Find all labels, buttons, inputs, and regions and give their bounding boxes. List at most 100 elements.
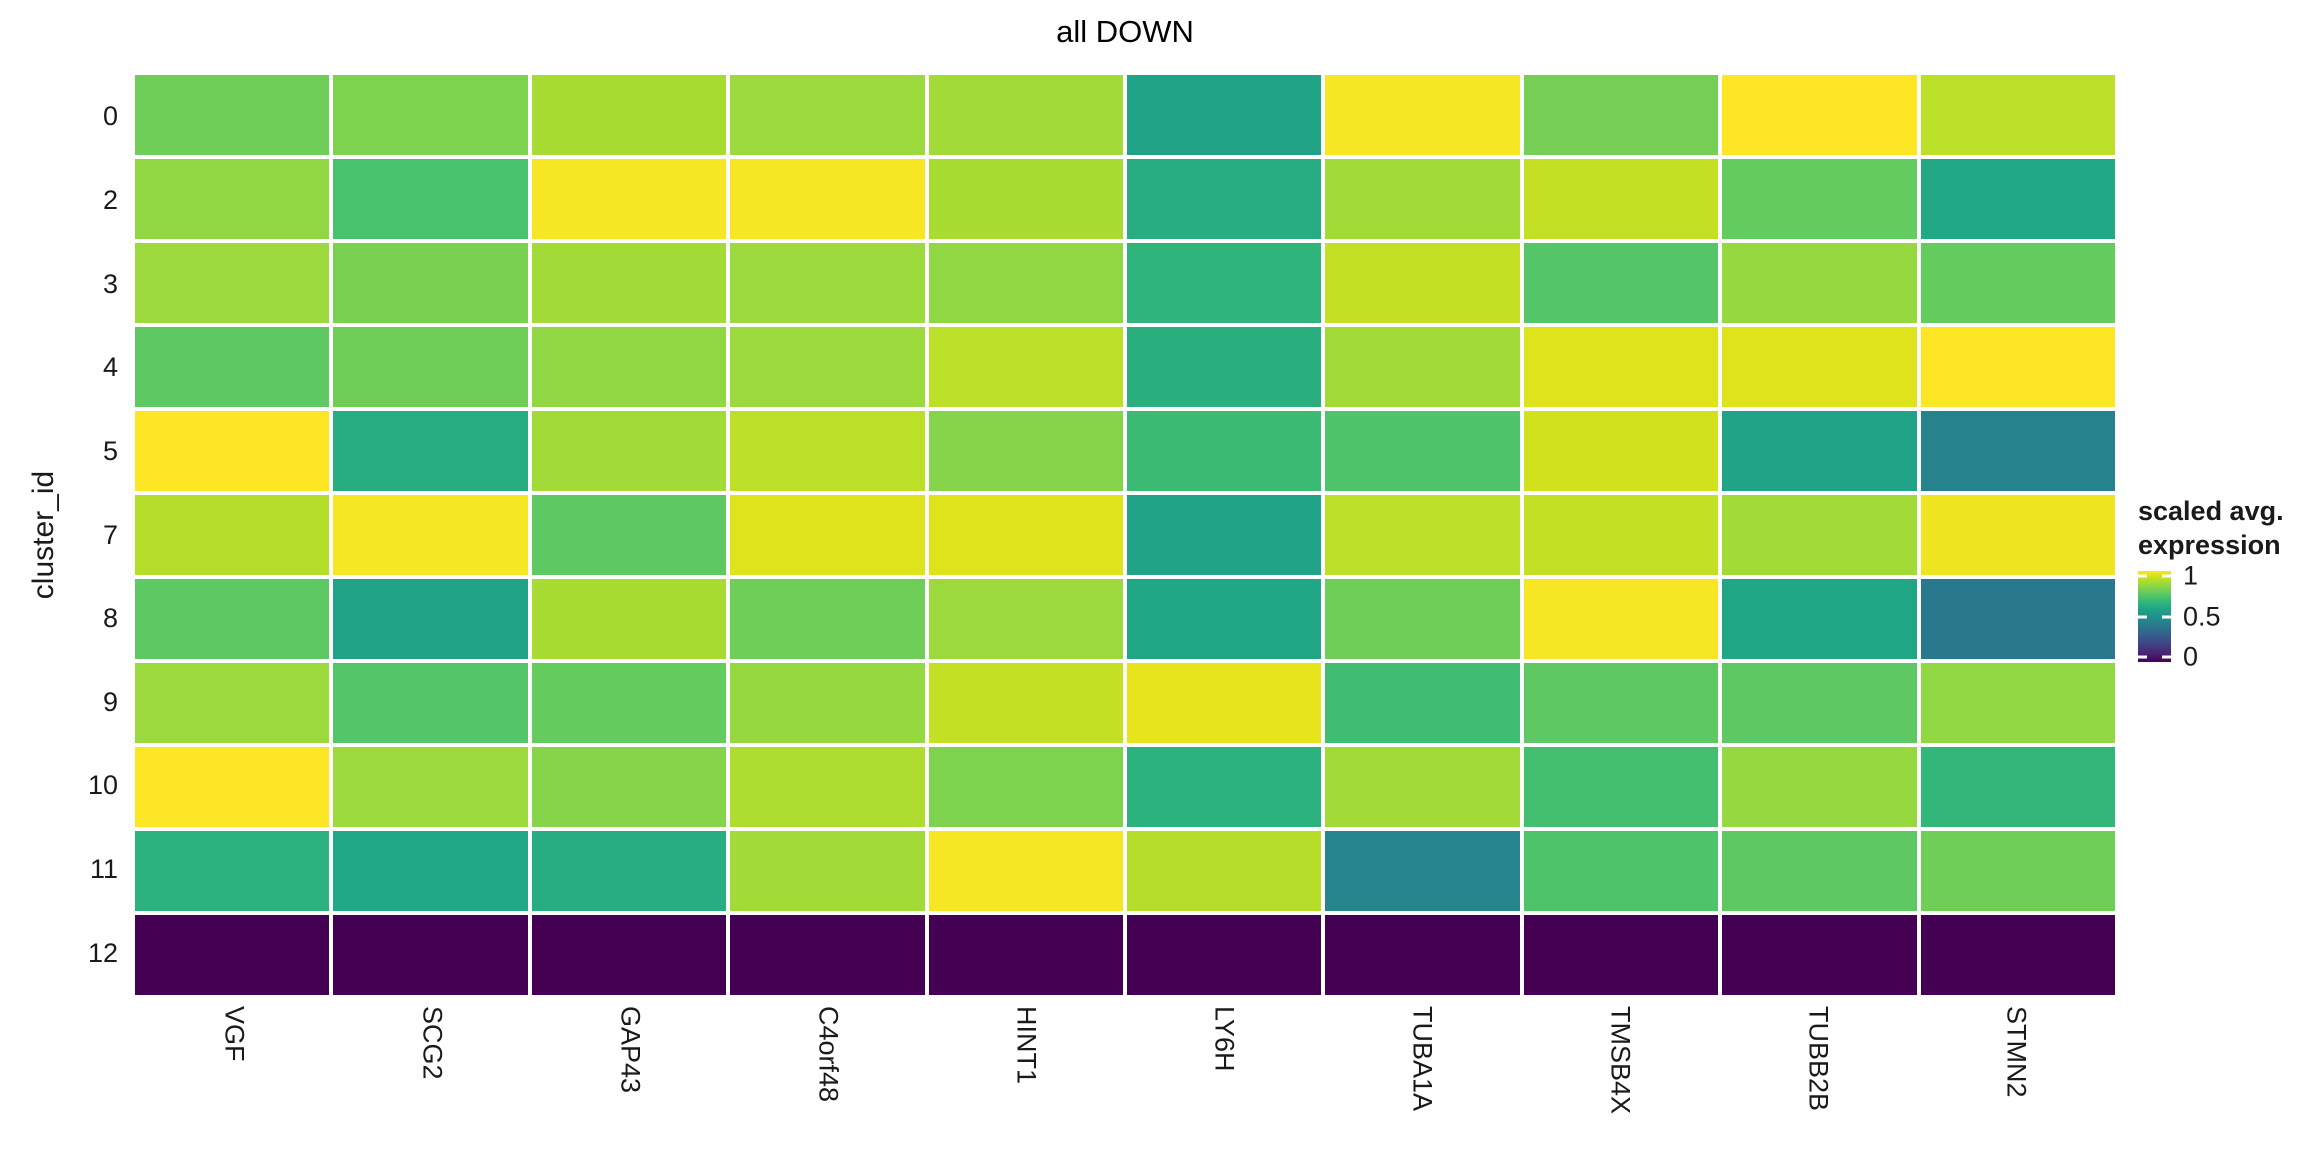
- heatmap-cell-0-VGF: [135, 75, 330, 155]
- heatmap-cell-11-HINT1: [928, 831, 1123, 911]
- heatmap-cell-11-GAP43: [531, 831, 727, 911]
- legend-title-line-2: expression: [2138, 530, 2281, 560]
- heatmap-cell-5-STMN2: [1920, 411, 2115, 491]
- heatmap-cell-3-GAP43: [531, 243, 727, 323]
- y-axis-ticks: 0 2 3 4 5 7 8 9 10 11 12: [0, 75, 118, 995]
- legend-title-line-1: scaled avg.: [2138, 496, 2284, 526]
- heatmap-cell-2-VGF: [135, 159, 330, 239]
- heatmap-cell-4-TMSB4X: [1523, 327, 1719, 407]
- heatmap-cell-12-GAP43: [531, 915, 727, 995]
- x-tick-label: TUBA1A: [1407, 1006, 1438, 1112]
- heatmap-cell-3-STMN2: [1920, 243, 2115, 323]
- heatmap-cell-7-VGF: [135, 495, 330, 575]
- heatmap-cell-8-TMSB4X: [1523, 579, 1719, 659]
- heatmap-cell-0-SCG2: [333, 75, 528, 155]
- heatmap-cell-10-VGF: [135, 747, 330, 827]
- heatmap-cell-4-HINT1: [928, 327, 1123, 407]
- heatmap-cell-9-TUBA1A: [1325, 663, 1520, 743]
- heatmap-cell-12-TMSB4X: [1523, 915, 1719, 995]
- heatmap-cell-5-GAP43: [531, 411, 727, 491]
- heatmap-cell-5-SCG2: [333, 411, 528, 491]
- heatmap-cell-12-HINT1: [928, 915, 1123, 995]
- y-tick-label: 11: [89, 854, 118, 885]
- heatmap-cell-10-SCG2: [333, 747, 528, 827]
- legend-tick-mark: [2138, 655, 2147, 659]
- heatmap-cell-12-LY6H: [1126, 915, 1322, 995]
- heatmap-cell-7-SCG2: [333, 495, 528, 575]
- heatmap-cell-0-TMSB4X: [1523, 75, 1719, 155]
- heatmap-cell-7-LY6H: [1126, 495, 1322, 575]
- heatmap-grid: [135, 75, 2115, 995]
- x-axis-ticks: VGF SCG2 GAP43 C4orf48 HINT1 LY6H TUBA1A TMSB4X…: [135, 1006, 2115, 1146]
- heatmap-cell-9-TUBB2B: [1722, 663, 1917, 743]
- heatmap-cell-10-LY6H: [1126, 747, 1322, 827]
- heatmap-cell-11-TMSB4X: [1523, 831, 1719, 911]
- heatmap-cell-9-GAP43: [531, 663, 727, 743]
- heatmap-cell-11-LY6H: [1126, 831, 1322, 911]
- x-tick-label: SCG2: [417, 1006, 448, 1080]
- heatmap-cell-10-HINT1: [928, 747, 1123, 827]
- heatmap-cell-7-TUBB2B: [1722, 495, 1917, 575]
- y-tick-label: 5: [102, 435, 118, 466]
- heatmap-cell-11-VGF: [135, 831, 330, 911]
- heatmap-cell-9-VGF: [135, 663, 330, 743]
- legend-tick-mark: [2162, 615, 2171, 618]
- legend-colorbar: 1 0.5 0: [2138, 561, 2221, 671]
- x-tick-label: TUBB2B: [1803, 1006, 1834, 1112]
- heatmap-cell-5-TUBA1A: [1325, 411, 1520, 491]
- heatmap-cell-7-TMSB4X: [1523, 495, 1719, 575]
- heatmap-cell-4-TUBA1A: [1325, 327, 1520, 407]
- heatmap-cell-5-LY6H: [1126, 411, 1322, 491]
- heatmap-cell-8-TUBB2B: [1722, 579, 1917, 659]
- y-tick-label: 2: [102, 184, 118, 215]
- heatmap-cell-10-GAP43: [531, 747, 727, 827]
- heatmap-cell-9-STMN2: [1920, 663, 2115, 743]
- heatmap-cell-3-HINT1: [928, 243, 1123, 323]
- legend-tick-mark: [2138, 615, 2147, 618]
- y-tick-label: 10: [87, 770, 118, 801]
- heatmap-cell-12-C4orf48: [730, 915, 925, 995]
- x-tick-label: VGF: [219, 1006, 250, 1062]
- heatmap-cell-4-GAP43: [531, 327, 727, 407]
- legend: scaled avg. expression 1 0.5 0: [2138, 494, 2304, 671]
- legend-tick-mark: [2138, 574, 2147, 578]
- y-tick-label: 12: [87, 937, 118, 968]
- heatmap-cell-11-SCG2: [333, 831, 528, 911]
- heatmap-cell-8-TUBA1A: [1325, 579, 1520, 659]
- heatmap-cell-2-TMSB4X: [1523, 159, 1719, 239]
- heatmap-cell-4-SCG2: [333, 327, 528, 407]
- chart-title: all DOWN: [1056, 14, 1194, 49]
- y-tick-label: 8: [102, 603, 118, 634]
- heatmap-cell-11-TUBB2B: [1722, 831, 1917, 911]
- heatmap-cell-7-C4orf48: [730, 495, 925, 575]
- heatmap-cell-0-GAP43: [531, 75, 727, 155]
- heatmap-cell-0-TUBB2B: [1722, 75, 1917, 155]
- heatmap-cell-4-C4orf48: [730, 327, 925, 407]
- heatmap-cell-8-GAP43: [531, 579, 727, 659]
- heatmap-cell-9-HINT1: [928, 663, 1123, 743]
- y-tick-label: 7: [102, 519, 118, 550]
- heatmap-cell-9-C4orf48: [730, 663, 925, 743]
- heatmap-cell-7-STMN2: [1920, 495, 2115, 575]
- heatmap-cell-11-C4orf48: [730, 831, 925, 911]
- heatmap-cell-10-C4orf48: [730, 747, 925, 827]
- heatmap-cell-3-SCG2: [333, 243, 528, 323]
- heatmap-cell-8-STMN2: [1920, 579, 2115, 659]
- heatmap-cell-12-TUBA1A: [1325, 915, 1520, 995]
- y-tick-label: 0: [102, 101, 118, 132]
- heatmap-cell-8-SCG2: [333, 579, 528, 659]
- heatmap-cell-0-HINT1: [928, 75, 1123, 155]
- heatmap-cell-4-VGF: [135, 327, 330, 407]
- legend-tick-label: 0.5: [2183, 601, 2221, 631]
- heatmap-cell-0-C4orf48: [730, 75, 925, 155]
- heatmap-cell-7-TUBA1A: [1325, 495, 1520, 575]
- x-tick-label: LY6H: [1209, 1006, 1240, 1072]
- x-tick-label: STMN2: [2001, 1006, 2032, 1098]
- heatmap-cell-2-GAP43: [531, 159, 727, 239]
- heatmap-cell-9-SCG2: [333, 663, 528, 743]
- heatmap-cell-10-TUBB2B: [1722, 747, 1917, 827]
- heatmap-cell-11-TUBA1A: [1325, 831, 1520, 911]
- y-tick-label: 9: [102, 686, 118, 717]
- heatmap-cell-8-LY6H: [1126, 579, 1322, 659]
- heatmap-cell-3-TUBA1A: [1325, 243, 1520, 323]
